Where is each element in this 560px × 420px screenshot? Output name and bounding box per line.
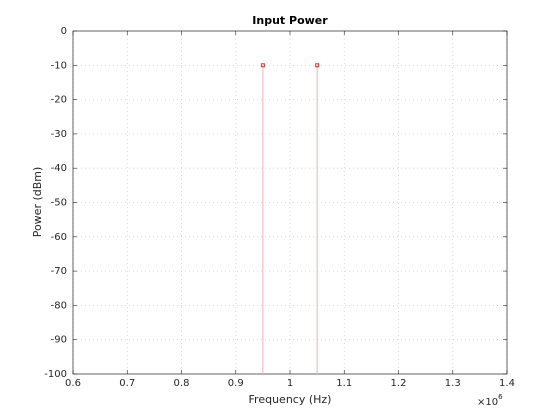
x-tick-label: 1.3 (445, 378, 461, 389)
y-tick-label: -20 (51, 95, 67, 106)
x-tick-label: 1.1 (336, 378, 352, 389)
x-tick-label: 1.4 (499, 378, 515, 389)
stem-marker (315, 63, 320, 68)
x-tick-label: 0.6 (65, 378, 81, 389)
y-tick-label: -90 (51, 335, 67, 346)
x-tick-label: 0.8 (174, 378, 190, 389)
x-tick-label: 0.7 (119, 378, 135, 389)
stem-marker (260, 63, 265, 68)
y-tick-label: -100 (44, 369, 67, 380)
x-tick-label: 0.9 (228, 378, 244, 389)
y-tick-label: -60 (51, 232, 67, 243)
y-tick-label: -10 (51, 60, 67, 71)
x-tick-label: 1.2 (391, 378, 407, 389)
x-multiplier-exponent: 6 (498, 393, 503, 401)
y-tick-label: 0 (61, 26, 67, 37)
x-tick-label: 1 (287, 378, 293, 389)
y-tick-label: -70 (51, 266, 67, 277)
chart-title: Input Power (252, 14, 328, 27)
y-tick-label: -40 (51, 163, 67, 174)
x-axis-label: Frequency (Hz) (249, 393, 332, 406)
y-tick-label: -80 (51, 300, 67, 311)
x-multiplier-base: ×10 (477, 397, 498, 408)
y-tick-label: -50 (51, 198, 67, 209)
y-axis-label: Power (dBm) (31, 167, 44, 238)
y-tick-label: -30 (51, 129, 67, 140)
axes-box (72, 30, 508, 375)
x-multiplier: ×106 (477, 393, 503, 408)
